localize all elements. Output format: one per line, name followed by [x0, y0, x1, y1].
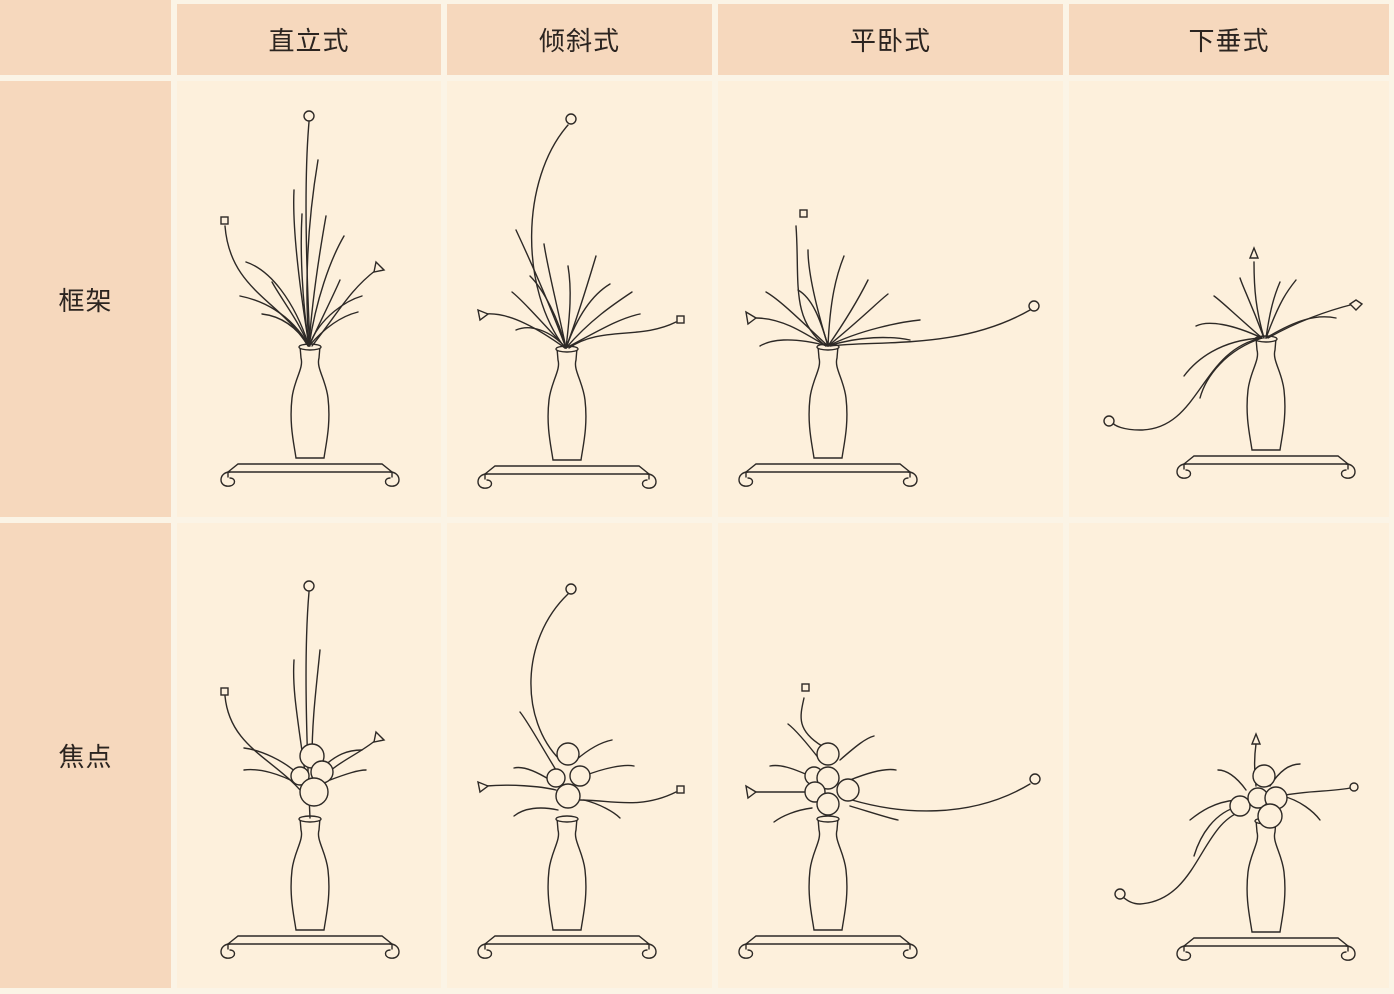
cascading-framework-drawing: [1103, 246, 1364, 479]
table-corner: [0, 0, 171, 75]
row-header-focal: 焦点: [0, 523, 171, 988]
slanting-framework-drawing: [477, 113, 685, 489]
cascading-focal-drawing: [1114, 732, 1359, 961]
upright-focal-drawing: [220, 580, 400, 959]
slanting-focal-drawing: [477, 583, 685, 959]
row-header-framework: 框架: [0, 81, 171, 517]
column-header-cascading: 下垂式: [1069, 4, 1389, 75]
horizontal-framework-drawing: [738, 209, 1040, 487]
panel-cascading-framework: [1069, 81, 1389, 517]
column-header-slanting: 倾斜式: [447, 4, 712, 75]
horizontal-focal-drawing: [738, 683, 1041, 959]
column-header-horizontal: 平卧式: [718, 4, 1063, 75]
column-header-upright: 直立式: [177, 4, 441, 75]
upright-framework-drawing: [220, 110, 400, 487]
panel-cascading-focal: [1069, 523, 1389, 988]
panel-horizontal-focal: [718, 523, 1063, 988]
